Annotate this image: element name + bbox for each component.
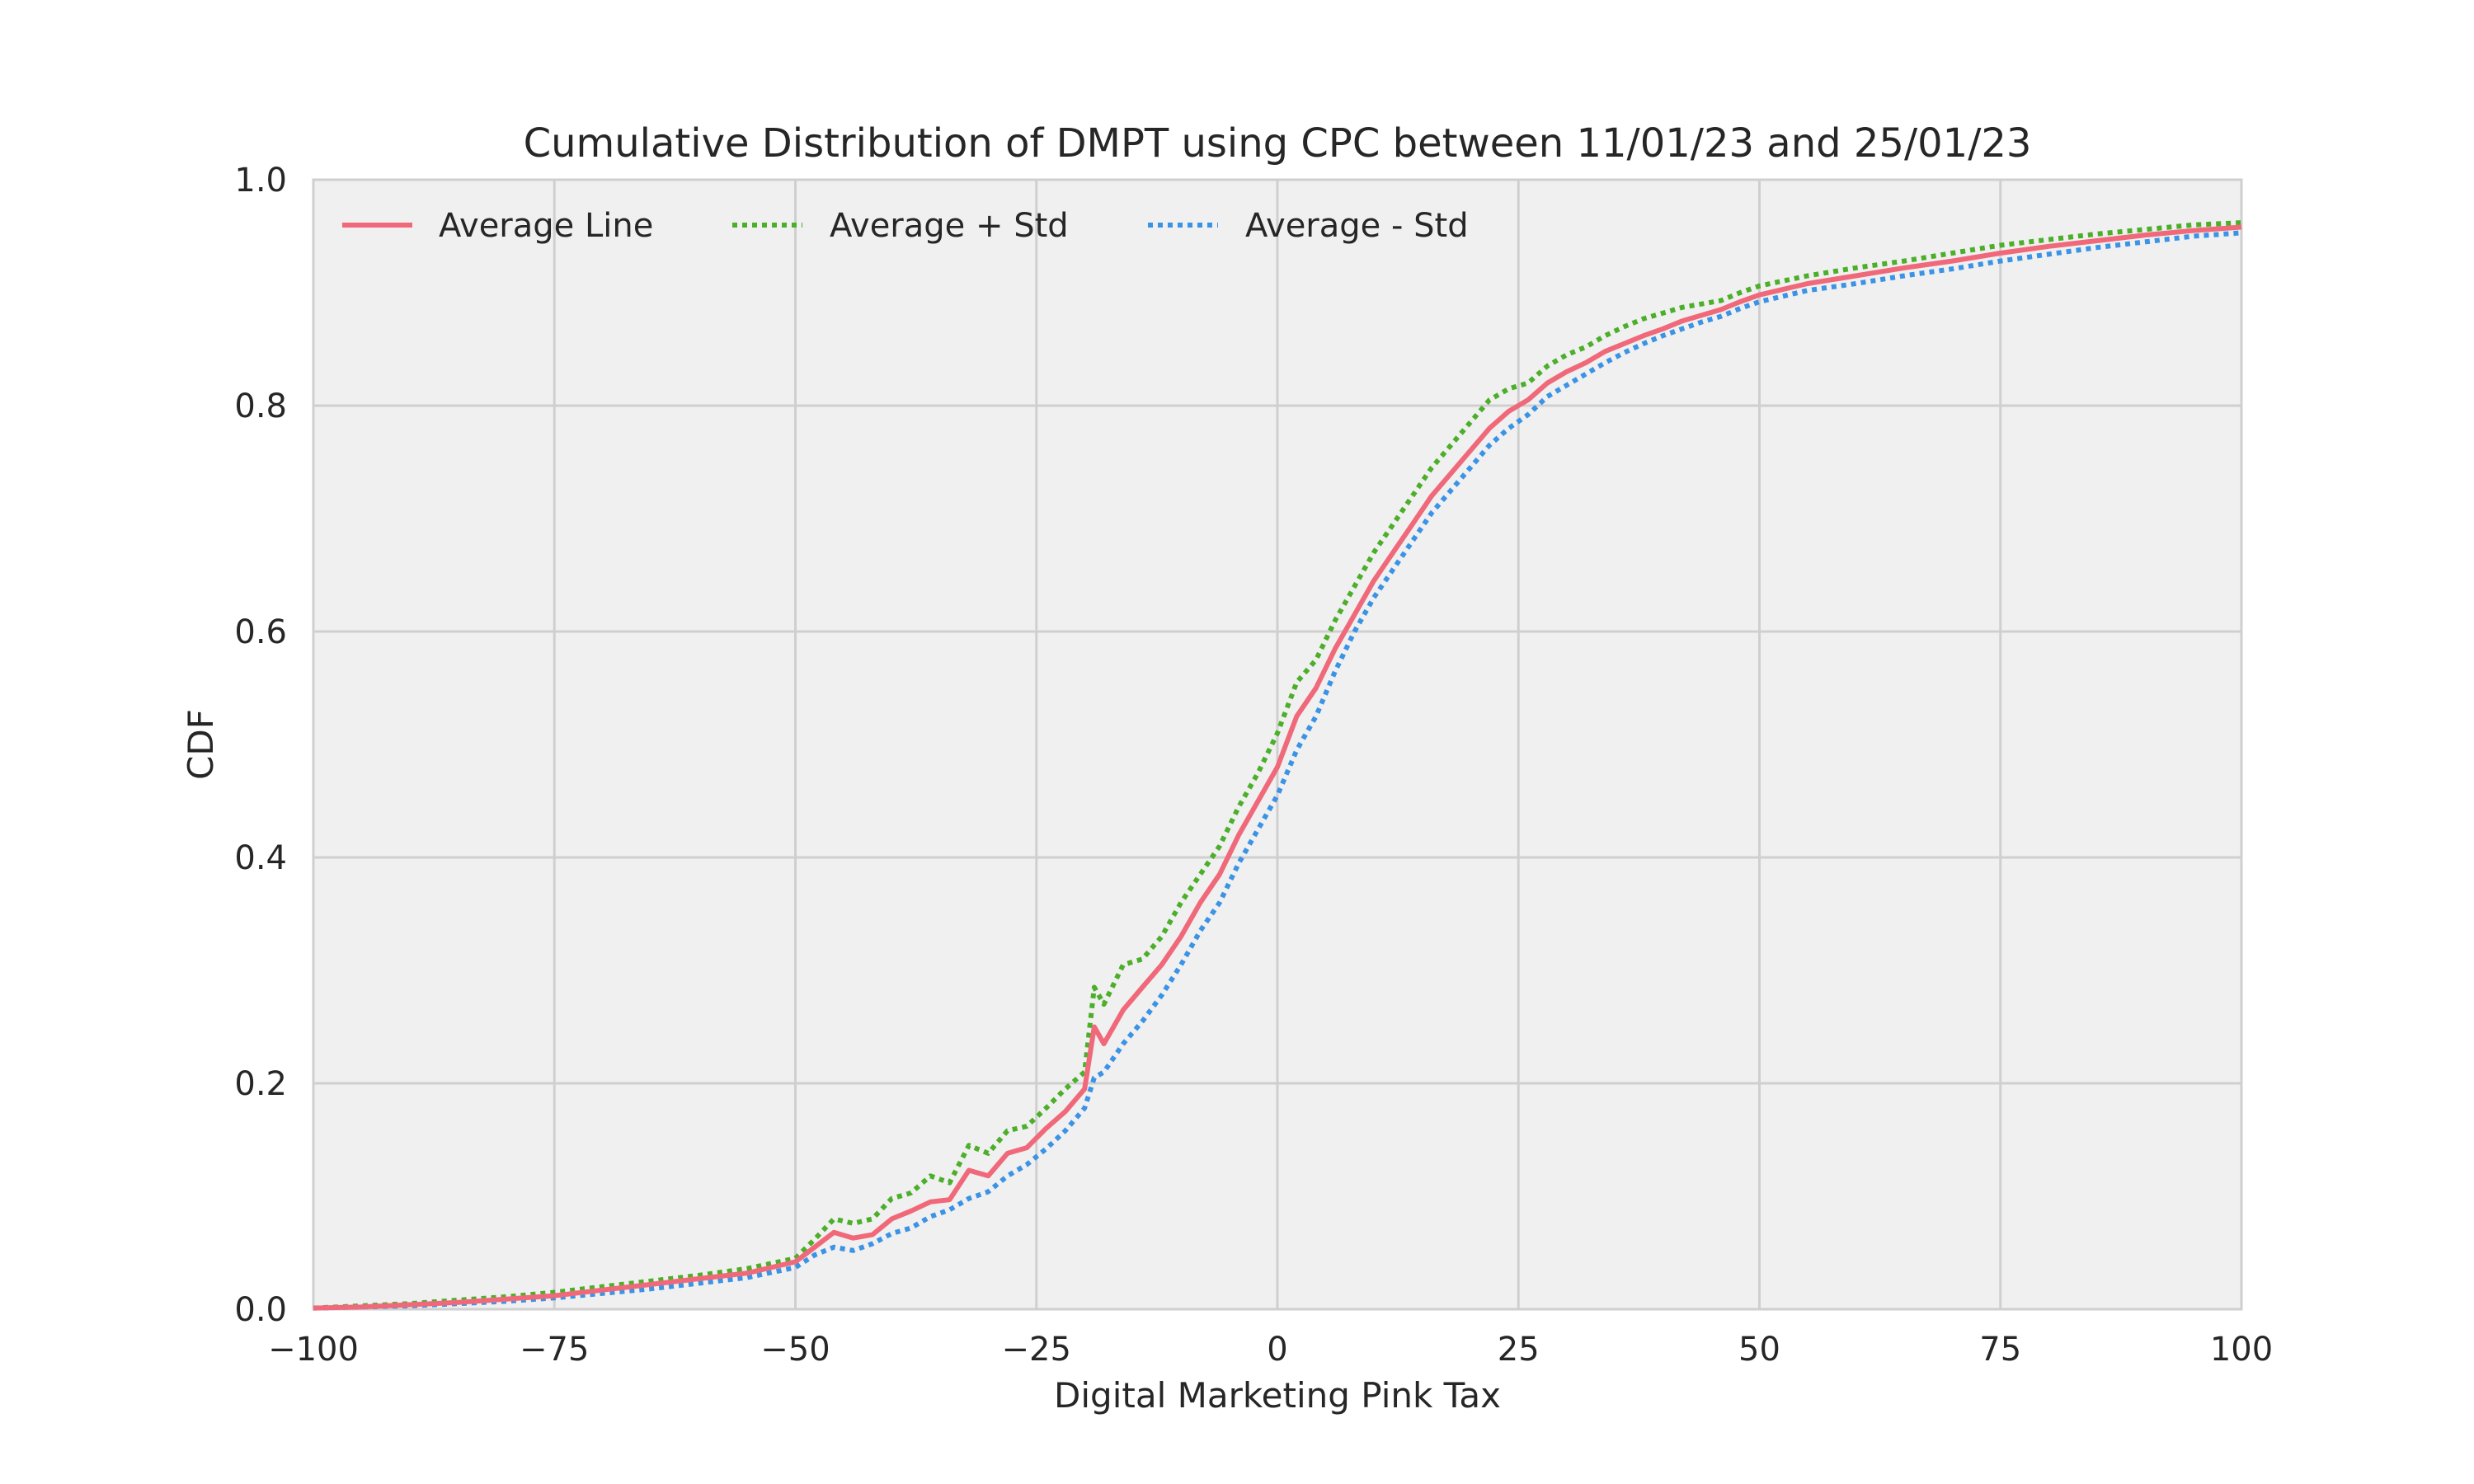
legend-label-average-plus-std: Average + Std (830, 207, 1069, 245)
y-tick-label: 0.4 (234, 839, 287, 877)
y-tick-label: 1.0 (234, 162, 287, 200)
x-tick-label: 25 (1498, 1331, 1540, 1369)
x-tick-label: 75 (1979, 1331, 2021, 1369)
series-line-average-std (313, 220, 2242, 1311)
y-tick-label: 0.0 (234, 1291, 287, 1329)
x-tick-label: 100 (2210, 1331, 2273, 1369)
x-tick-label: −50 (760, 1331, 830, 1369)
x-tick-label: −100 (268, 1331, 359, 1369)
chart-title: Cumulative Distribution of DMPT using CP… (524, 120, 2032, 167)
x-tick-label: 50 (1738, 1331, 1780, 1369)
series-layer (313, 220, 2242, 1311)
x-tick-label: −25 (1002, 1331, 1071, 1369)
series-line-average-line (313, 224, 2242, 1311)
ticks: −100 −75 −50 −25 0 25 50 75 100 0.0 0.2 0.4 0.6 0.8 1.… (234, 162, 2273, 1369)
legend: Average Line Average + Std Average - Std (342, 207, 1469, 245)
y-tick-label: 0.6 (234, 613, 287, 651)
legend-label-average-line: Average Line (439, 207, 653, 245)
x-tick-label: 0 (1267, 1331, 1287, 1369)
grid (312, 178, 2243, 1311)
plot-frame (312, 178, 2243, 1311)
x-tick-label: −75 (520, 1331, 589, 1369)
y-tick-label: 0.8 (234, 387, 287, 425)
y-axis-label: CDF (181, 709, 221, 780)
series-line-average-std (313, 230, 2242, 1311)
x-axis-label: Digital Marketing Pink Tax (1054, 1375, 1501, 1416)
legend-label-average-minus-std: Average - Std (1245, 207, 1469, 245)
y-tick-label: 0.2 (234, 1065, 287, 1103)
